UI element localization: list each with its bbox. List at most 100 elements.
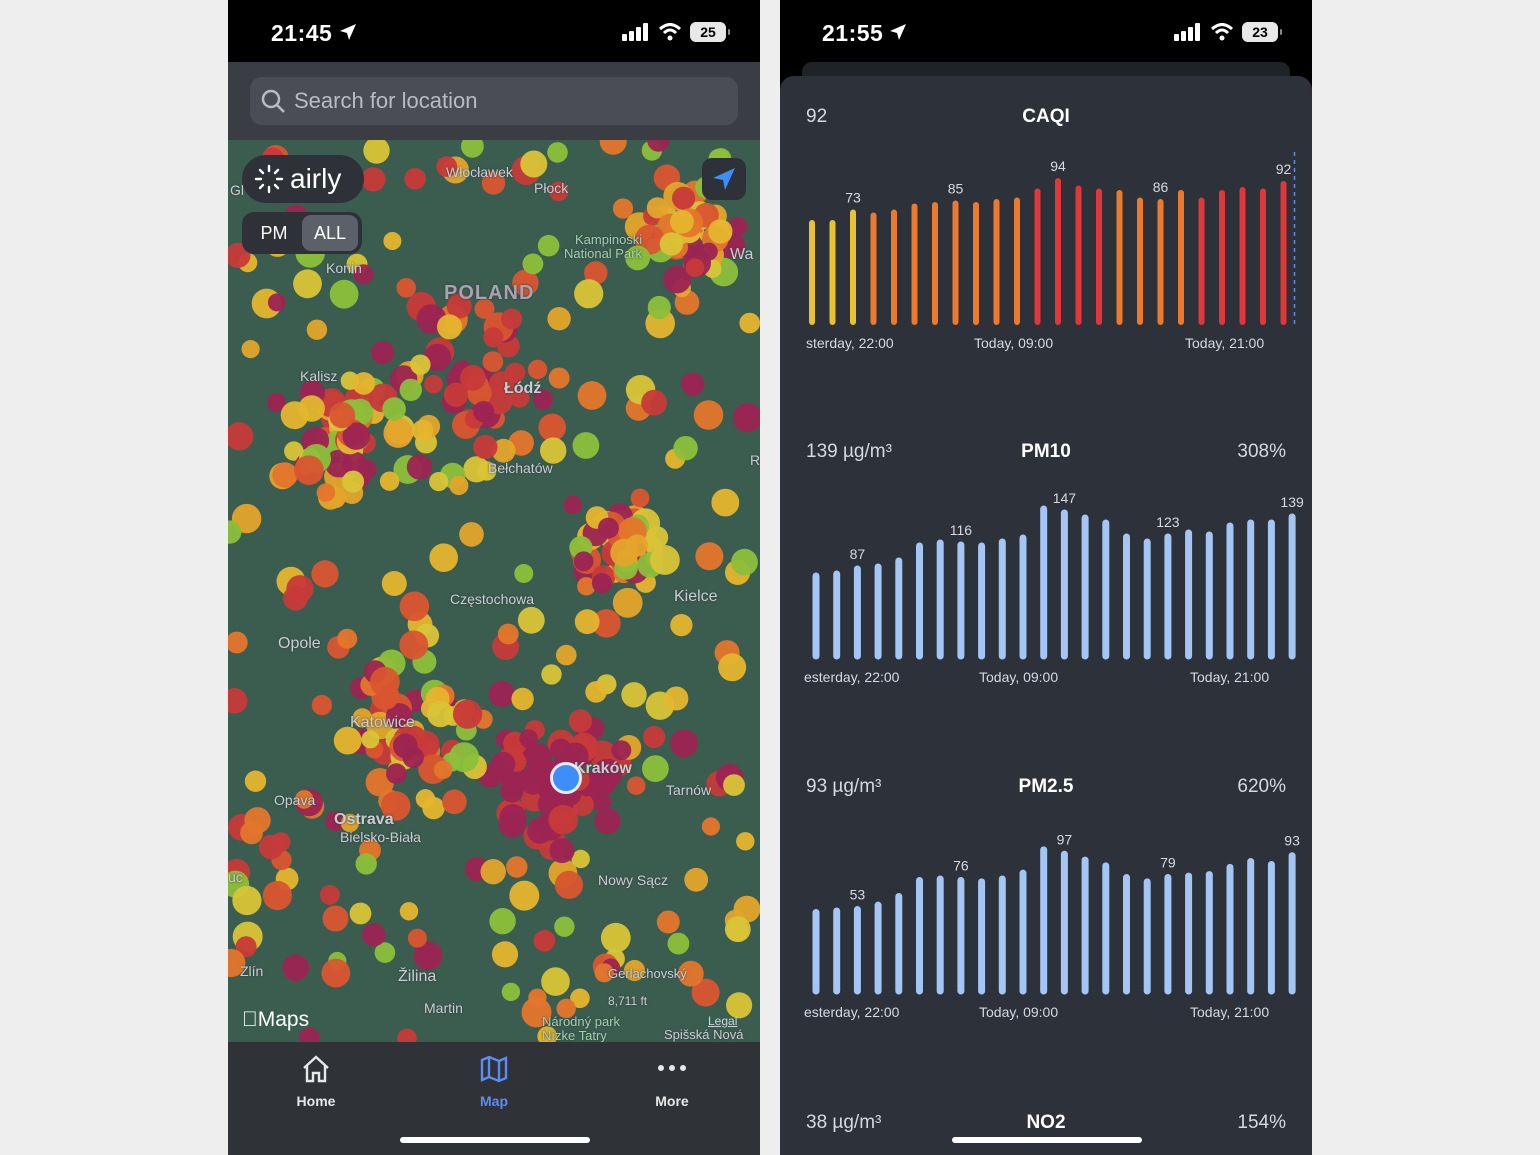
sensor-marker[interactable]: [732, 403, 760, 433]
sensor-marker[interactable]: [548, 367, 570, 389]
sensor-marker[interactable]: [670, 209, 694, 234]
sensor-marker[interactable]: [600, 922, 631, 953]
sensor-marker[interactable]: [382, 397, 406, 421]
sensor-marker[interactable]: [436, 156, 458, 177]
sensor-marker[interactable]: [244, 807, 271, 834]
sensor-marker[interactable]: [442, 789, 467, 815]
sensor-marker[interactable]: [267, 393, 286, 412]
sensor-marker[interactable]: [512, 269, 539, 296]
sensor-marker[interactable]: [262, 880, 292, 911]
sensor-marker[interactable]: [667, 932, 690, 955]
sensor-marker[interactable]: [548, 804, 579, 835]
sensor-marker[interactable]: [549, 837, 575, 864]
sensor-marker[interactable]: [538, 413, 566, 442]
sensor-marker[interactable]: [342, 470, 365, 493]
sensor-marker[interactable]: [383, 232, 402, 250]
sensor-marker[interactable]: [541, 664, 562, 685]
sensor-marker[interactable]: [532, 389, 553, 410]
sensor-marker[interactable]: [412, 419, 434, 442]
sensor-marker[interactable]: [282, 954, 309, 981]
sensor-marker[interactable]: [473, 401, 495, 423]
sensor-marker[interactable]: [228, 422, 254, 451]
sensor-marker[interactable]: [355, 853, 377, 875]
sensor-marker[interactable]: [612, 587, 643, 618]
sensor-marker[interactable]: [361, 167, 386, 192]
sensor-marker[interactable]: [429, 472, 449, 492]
sensor-marker[interactable]: [283, 585, 308, 611]
sensor-marker[interactable]: [527, 817, 554, 844]
sensor-marker[interactable]: [521, 997, 552, 1028]
sensor-marker[interactable]: [482, 351, 504, 372]
sensor-marker[interactable]: [533, 930, 556, 952]
sensor-marker[interactable]: [459, 522, 484, 547]
sensor-marker[interactable]: [381, 571, 407, 596]
sensor-marker[interactable]: [728, 216, 748, 236]
sensor-marker[interactable]: [370, 666, 400, 697]
sensor-marker[interactable]: [316, 483, 336, 502]
sensor-marker[interactable]: [404, 168, 426, 190]
tab-map[interactable]: Map: [434, 1054, 554, 1109]
sensor-marker[interactable]: [491, 438, 516, 463]
sensor-marker[interactable]: [509, 880, 540, 911]
sensor-marker[interactable]: [537, 234, 560, 257]
sensor-marker[interactable]: [554, 870, 583, 900]
sensor-marker[interactable]: [643, 725, 666, 749]
sensor-marker[interactable]: [739, 312, 760, 334]
sensor-marker[interactable]: [723, 774, 745, 796]
sensor-marker[interactable]: [446, 293, 472, 319]
sensor-marker[interactable]: [685, 258, 705, 277]
legal-link[interactable]: Legal: [708, 1014, 738, 1028]
tab-more[interactable]: More: [612, 1054, 732, 1109]
sensor-marker[interactable]: [501, 982, 521, 1002]
sensor-marker[interactable]: [329, 402, 356, 429]
sensor-marker[interactable]: [258, 834, 284, 860]
sensor-marker[interactable]: [514, 564, 534, 583]
sensor-marker[interactable]: [415, 789, 436, 809]
sensor-marker[interactable]: [476, 461, 497, 481]
sensor-marker[interactable]: [547, 142, 568, 163]
sensor-marker[interactable]: [736, 832, 755, 851]
sensor-marker[interactable]: [371, 341, 395, 365]
sensor-marker[interactable]: [711, 488, 740, 517]
measurements-sheet[interactable]: 92 CAQI 73 85 94 86 92 sterday, 22:00 Today, 0…: [780, 76, 1312, 1155]
sensor-marker[interactable]: [556, 644, 577, 666]
sensor-marker[interactable]: [570, 988, 590, 1009]
sensor-marker[interactable]: [497, 623, 519, 645]
sensor-marker[interactable]: [724, 916, 751, 943]
sensor-marker[interactable]: [672, 186, 696, 210]
sensor-marker[interactable]: [480, 859, 506, 885]
sensor-marker[interactable]: [453, 699, 483, 729]
sensor-marker[interactable]: [399, 902, 419, 921]
sensor-marker[interactable]: [298, 395, 325, 422]
sensor-marker[interactable]: [701, 817, 720, 836]
sensor-marker[interactable]: [519, 729, 538, 748]
sensor-marker[interactable]: [321, 958, 351, 988]
sensor-marker[interactable]: [621, 682, 647, 708]
sensor-marker[interactable]: [670, 729, 699, 758]
sensor-marker[interactable]: [337, 628, 358, 649]
sensor-marker[interactable]: [272, 462, 298, 488]
sensor-marker[interactable]: [333, 726, 362, 755]
filter-all-button[interactable]: ALL: [302, 215, 358, 251]
sensor-marker[interactable]: [244, 770, 267, 792]
sensor-marker[interactable]: [322, 905, 349, 932]
sensor-marker[interactable]: [577, 381, 607, 410]
sensor-marker[interactable]: [599, 140, 627, 155]
sensor-marker[interactable]: [691, 978, 720, 1007]
sensor-marker[interactable]: [474, 298, 495, 319]
sensor-marker[interactable]: [340, 813, 360, 833]
sensor-marker[interactable]: [591, 573, 613, 594]
sensor-marker[interactable]: [625, 245, 650, 271]
sensor-marker[interactable]: [284, 441, 304, 461]
sensor-marker[interactable]: [324, 449, 353, 478]
sensor-marker[interactable]: [235, 936, 257, 958]
sensor-marker[interactable]: [612, 198, 634, 219]
sensor-marker[interactable]: [623, 959, 646, 982]
sensor-marker[interactable]: [554, 916, 575, 937]
tab-home[interactable]: Home: [256, 1054, 376, 1109]
sensor-marker[interactable]: [294, 790, 314, 809]
sensor-marker[interactable]: [461, 140, 484, 158]
sensor-marker[interactable]: [594, 963, 614, 983]
sensor-marker[interactable]: [594, 808, 621, 835]
sensor-marker[interactable]: [483, 327, 504, 348]
